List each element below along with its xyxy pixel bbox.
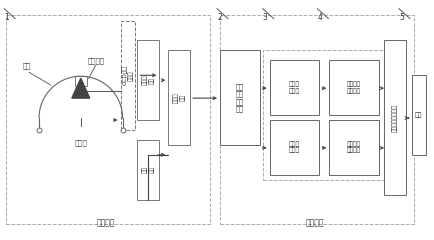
Text: 茶叶: 茶叶 [23, 62, 32, 69]
Bar [220, 50, 260, 145]
Bar [168, 50, 190, 145]
Bar [220, 15, 414, 224]
Text: 遗传神经网络系统: 遗传神经网络系统 [392, 103, 398, 132]
Bar [412, 75, 426, 155]
Text: 4: 4 [317, 13, 322, 22]
Text: 图像
滤波
等预
处理: 图像 滤波 等预 处理 [236, 83, 244, 112]
Text: 2: 2 [217, 13, 222, 22]
Text: 光原室: 光原室 [74, 140, 87, 146]
Text: 结果: 结果 [415, 112, 423, 118]
Bar [75, 76, 87, 86]
Text: 形状特征
参数提取: 形状特征 参数提取 [347, 141, 361, 153]
Text: 图像颜
色转换: 图像颜 色转换 [289, 82, 300, 94]
Bar [138, 41, 159, 120]
Text: 3: 3 [263, 13, 268, 22]
Text: 硬件系统: 硬件系统 [96, 218, 115, 227]
Bar [138, 140, 159, 199]
Bar [121, 21, 135, 130]
Bar [270, 120, 319, 175]
Text: 软件系统: 软件系统 [305, 218, 324, 227]
Text: CCD彩色
摄像机: CCD彩色 摄像机 [122, 65, 134, 85]
Bar [329, 120, 379, 175]
Text: 1: 1 [4, 13, 9, 22]
Text: 计算机
主机: 计算机 主机 [173, 92, 185, 103]
Bar [6, 15, 210, 224]
Text: 图像采
集卡: 图像采 集卡 [142, 75, 155, 85]
Bar [263, 50, 384, 180]
Text: 颜色特征
参数提取: 颜色特征 参数提取 [347, 82, 361, 94]
Text: 图像的
二值化: 图像的 二值化 [289, 141, 300, 153]
Text: 图像窗口: 图像窗口 [87, 57, 104, 64]
Bar [329, 60, 379, 115]
Bar [270, 60, 319, 115]
Text: 5: 5 [399, 13, 404, 22]
Bar [384, 41, 406, 195]
Text: 数码
相机: 数码 相机 [142, 166, 155, 173]
Polygon shape [72, 78, 90, 98]
